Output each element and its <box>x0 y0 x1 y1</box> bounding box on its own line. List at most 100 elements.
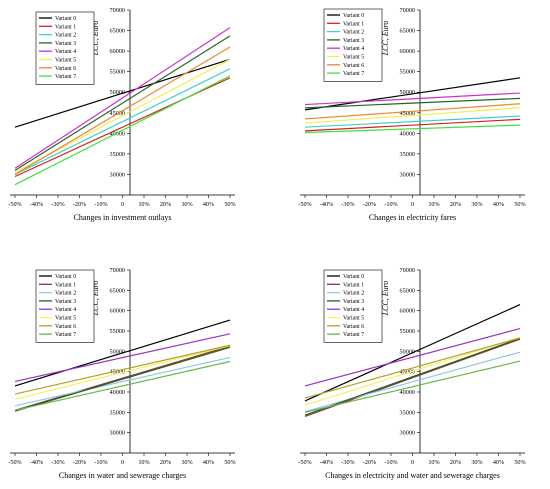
legend-entry: Variant 6 <box>55 324 76 330</box>
x-axis-label: Changes in electricity and water and sew… <box>325 471 500 480</box>
y-tick-label: 35000 <box>110 151 125 158</box>
y-axis-label: LCC, Euro <box>91 281 100 317</box>
legend-entry: Variant 5 <box>55 58 76 64</box>
x-tick-label: 50% <box>514 201 525 208</box>
legend-entry: Variant 4 <box>55 307 76 313</box>
legend-entry: Variant 0 <box>55 274 76 280</box>
y-tick-label: 30000 <box>400 171 415 178</box>
legend-entry: Variant 7 <box>55 74 76 80</box>
y-axis-label: LCC, Euro <box>91 21 100 57</box>
series-line-3 <box>304 337 521 416</box>
series-line-7 <box>14 360 231 411</box>
x-tick-label: -50% <box>298 201 311 208</box>
legend-entry: Variant 1 <box>343 282 364 288</box>
series-line-0 <box>304 77 521 111</box>
y-tick-label: 70000 <box>110 7 125 14</box>
series-line-6 <box>304 103 521 120</box>
chart-panel-3: 30000 35000 40000 45000 50000 55000 60000 65000… <box>8 267 235 480</box>
series-line-7 <box>304 360 521 413</box>
series-line-0 <box>14 319 231 387</box>
legend-entry: Variant 4 <box>343 46 364 52</box>
x-tick-label: 10% <box>428 459 439 466</box>
y-tick-label: 40000 <box>400 389 415 396</box>
legend-entry: Variant 2 <box>343 291 364 297</box>
legend-box <box>35 11 95 85</box>
x-tick-label: 30% <box>181 459 192 466</box>
x-tick-label: -30% <box>51 201 64 208</box>
series-line-4 <box>304 92 521 106</box>
x-tick-label: -30% <box>51 459 64 466</box>
series-line-4 <box>304 327 521 387</box>
series-line-0 <box>14 58 231 128</box>
series-line-2 <box>304 115 521 128</box>
chart-panel-4: 30000 35000 40000 45000 50000 55000 60000 65000… <box>298 267 525 480</box>
legend-entry: Variant 3 <box>55 41 76 47</box>
series-line-4 <box>14 27 231 169</box>
legend-entry: Variant 5 <box>55 316 76 322</box>
x-tick-label: 0 <box>121 459 124 466</box>
series-line-7 <box>14 75 231 186</box>
legend: Variant 0 Variant 1 Variant 2 Variant 3 Vari… <box>35 269 95 343</box>
x-tick-label: 20% <box>160 459 171 466</box>
series-line-2 <box>14 68 231 175</box>
y-tick-label: 60000 <box>110 308 125 315</box>
x-tick-label: -50% <box>8 201 21 208</box>
y-tick-label: 30000 <box>110 171 125 178</box>
legend-entry: Variant 5 <box>343 316 364 322</box>
x-tick-label: 20% <box>450 201 461 208</box>
legend-entry: Variant 0 <box>343 13 364 19</box>
chart-panel-1: 3000035000400004500050000550006000065000… <box>8 7 235 222</box>
x-tick-label: -40% <box>30 201 43 208</box>
y-tick-label: 45000 <box>110 369 125 376</box>
x-tick-label: 50% <box>514 459 525 466</box>
x-tick-label: 0 <box>121 201 124 208</box>
legend-entry: Variant 3 <box>55 299 76 305</box>
y-tick-label: 65000 <box>110 287 125 294</box>
legend-entry: Variant 2 <box>343 30 364 36</box>
x-tick-label: -10% <box>384 459 397 466</box>
y-tick-label: 45000 <box>400 369 415 376</box>
legend-entry: Variant 6 <box>343 63 364 69</box>
series-line-7 <box>304 124 521 134</box>
legend-box <box>323 8 383 82</box>
legend-entry: Variant 2 <box>55 33 76 39</box>
y-tick-label: 45000 <box>400 110 415 117</box>
y-tick-label: 70000 <box>400 267 415 274</box>
x-tick-label: -20% <box>363 201 376 208</box>
legend-entry: Variant 2 <box>55 291 76 297</box>
x-tick-label: -40% <box>320 459 333 466</box>
x-tick-label: 50% <box>224 201 235 208</box>
x-axis-label: Changes in electricity fares <box>369 213 456 222</box>
y-tick-label: 70000 <box>400 7 415 14</box>
legend-entry: Variant 5 <box>343 55 364 61</box>
y-tick-label: 40000 <box>110 389 125 396</box>
series-line-6 <box>14 344 231 395</box>
x-tick-label: 40% <box>203 459 214 466</box>
x-tick-label: 10% <box>138 201 149 208</box>
x-tick-label: 20% <box>450 459 461 466</box>
series-line-6 <box>14 46 231 175</box>
y-tick-label: 30000 <box>110 430 125 437</box>
legend-entry: Variant 7 <box>343 71 364 77</box>
x-tick-label: -20% <box>73 459 86 466</box>
series-line-3 <box>14 35 231 171</box>
x-tick-label: 30% <box>181 201 192 208</box>
y-tick-label: 50000 <box>110 89 125 96</box>
x-tick-label: 40% <box>493 459 504 466</box>
legend-entry: Variant 0 <box>343 274 364 280</box>
y-tick-label: 65000 <box>400 287 415 294</box>
legend-entry: Variant 7 <box>55 332 76 338</box>
legend-entry: Variant 0 <box>55 16 76 22</box>
series-line-0 <box>304 304 521 402</box>
y-tick-label: 40000 <box>400 130 415 137</box>
legend-entry: Variant 6 <box>55 66 76 72</box>
x-tick-label: 0 <box>411 201 414 208</box>
y-tick-label: 35000 <box>400 151 415 158</box>
legend-entry: Variant 7 <box>343 332 364 338</box>
y-tick-label: 60000 <box>400 308 415 315</box>
x-tick-label: 10% <box>138 459 149 466</box>
x-tick-label: -30% <box>341 201 354 208</box>
y-tick-label: 50000 <box>400 89 415 96</box>
chart-panel-2: 30000 35000 40000 45000 50000 55000 60000 65000… <box>298 7 525 222</box>
series-line-6 <box>304 337 521 399</box>
